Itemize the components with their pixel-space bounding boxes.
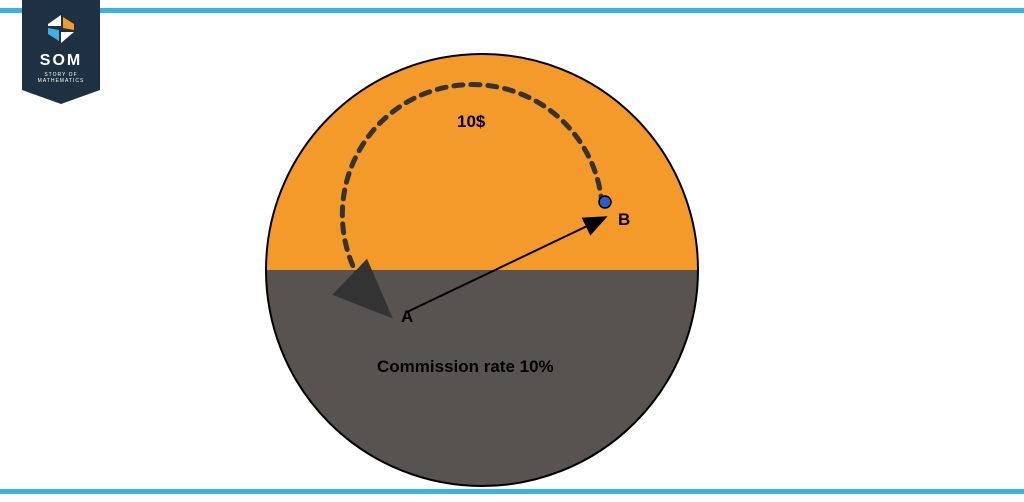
logo-tail	[22, 90, 100, 104]
point-b-marker	[599, 196, 611, 208]
logo-shard-top	[48, 15, 61, 26]
label-amount: 10$	[457, 112, 485, 132]
top-border	[0, 8, 1024, 13]
logo-shard-right	[63, 17, 74, 30]
circle-bottom-half	[262, 270, 702, 490]
logo-text-main: SOM	[22, 52, 100, 70]
logo-shard-left	[48, 28, 59, 41]
label-commission: Commission rate 10%	[377, 357, 554, 377]
circle-top-half	[262, 50, 702, 270]
diagram: 10$ A B Commission rate 10%	[262, 50, 702, 490]
label-point-a: A	[401, 307, 413, 327]
label-point-b: B	[618, 210, 630, 230]
logo-shard-bottom	[61, 32, 74, 43]
logo-badge: SOM STORY OF MATHEMATICS	[22, 0, 100, 100]
logo-icon	[44, 12, 78, 46]
logo-text-sub: STORY OF MATHEMATICS	[22, 72, 100, 84]
